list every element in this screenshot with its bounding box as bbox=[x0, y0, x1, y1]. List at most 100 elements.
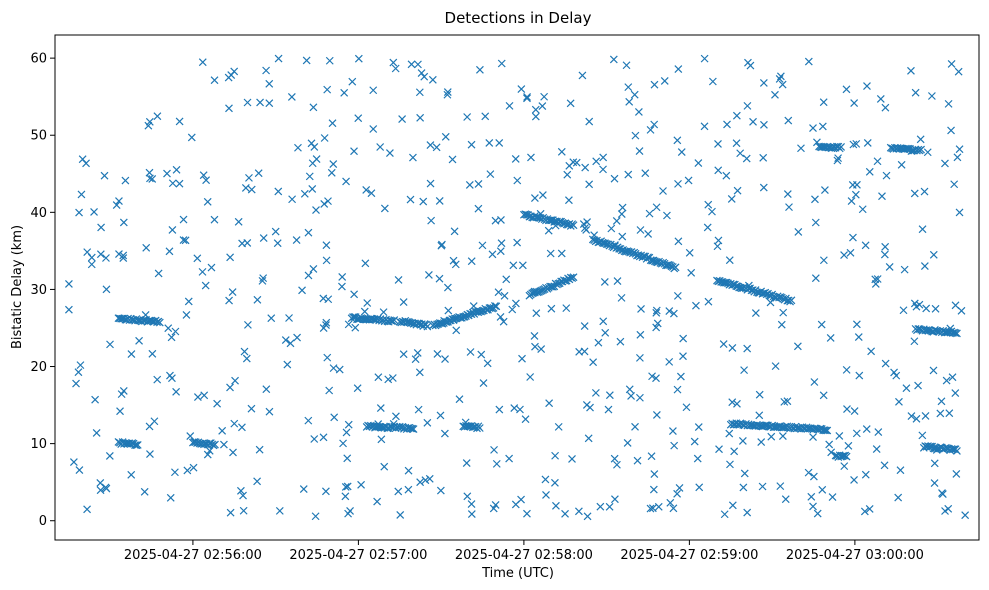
data-point bbox=[818, 485, 827, 494]
data-point bbox=[918, 225, 927, 234]
data-point bbox=[193, 393, 202, 401]
data-point bbox=[259, 274, 268, 283]
data-point bbox=[601, 328, 610, 337]
data-point bbox=[852, 429, 861, 438]
data-point bbox=[339, 439, 347, 448]
data-point bbox=[865, 167, 874, 176]
data-point bbox=[187, 133, 196, 142]
data-point bbox=[379, 308, 388, 317]
data-point bbox=[119, 218, 128, 227]
data-point bbox=[511, 155, 520, 163]
data-point bbox=[537, 345, 546, 354]
data-point bbox=[840, 462, 849, 471]
data-point bbox=[903, 144, 912, 153]
data-point bbox=[226, 508, 235, 517]
data-point bbox=[953, 153, 962, 162]
data-point bbox=[881, 359, 890, 368]
data-point bbox=[584, 434, 593, 443]
data-point bbox=[367, 189, 376, 198]
data-point bbox=[823, 426, 832, 435]
data-point bbox=[610, 174, 619, 183]
data-point bbox=[541, 475, 550, 484]
data-point bbox=[704, 200, 713, 209]
data-point bbox=[804, 57, 813, 66]
data-point bbox=[738, 437, 747, 445]
data-point bbox=[441, 132, 450, 141]
data-point bbox=[616, 337, 625, 346]
data-point bbox=[516, 405, 524, 414]
data-point bbox=[262, 385, 271, 394]
data-point bbox=[321, 487, 330, 496]
data-point bbox=[502, 275, 511, 284]
data-point bbox=[609, 55, 618, 64]
data-point bbox=[243, 98, 252, 107]
data-point bbox=[677, 148, 686, 156]
data-point bbox=[69, 458, 78, 467]
data-point bbox=[267, 314, 276, 323]
data-point bbox=[265, 99, 274, 108]
data-point bbox=[236, 486, 245, 495]
data-point bbox=[809, 472, 818, 481]
data-point bbox=[348, 77, 357, 86]
data-point bbox=[557, 147, 566, 156]
data-point bbox=[414, 405, 423, 414]
data-point bbox=[329, 364, 338, 373]
data-point bbox=[646, 125, 655, 134]
data-point bbox=[142, 243, 151, 252]
data-point bbox=[199, 171, 208, 180]
data-point bbox=[96, 250, 105, 259]
data-point bbox=[569, 221, 578, 230]
data-point bbox=[652, 203, 661, 212]
data-point bbox=[873, 157, 882, 166]
data-point bbox=[733, 186, 742, 195]
data-point bbox=[663, 211, 671, 220]
data-point bbox=[947, 60, 956, 68]
data-point bbox=[923, 148, 932, 157]
data-point bbox=[496, 312, 505, 321]
data-point bbox=[771, 90, 779, 99]
data-point bbox=[585, 117, 594, 126]
data-point bbox=[551, 451, 560, 460]
data-point bbox=[833, 156, 842, 165]
data-point bbox=[183, 466, 192, 475]
data-point bbox=[416, 113, 425, 122]
y-tick-label: 60 bbox=[30, 52, 47, 67]
data-point bbox=[607, 224, 616, 233]
data-point bbox=[930, 479, 939, 488]
data-point bbox=[797, 144, 805, 153]
data-point bbox=[377, 435, 386, 444]
data-point bbox=[635, 147, 644, 155]
data-point bbox=[850, 476, 858, 484]
data-point bbox=[409, 425, 418, 434]
data-point bbox=[307, 139, 316, 148]
data-point bbox=[892, 371, 901, 380]
data-point bbox=[853, 180, 861, 189]
data-point bbox=[112, 201, 121, 209]
data-point bbox=[623, 438, 632, 447]
data-point bbox=[552, 501, 560, 510]
data-point bbox=[855, 371, 864, 380]
data-point bbox=[467, 500, 476, 508]
data-point bbox=[133, 440, 142, 449]
data-point bbox=[736, 149, 745, 158]
data-point bbox=[633, 456, 642, 465]
data-point bbox=[287, 93, 296, 101]
data-point bbox=[205, 446, 214, 455]
data-point bbox=[505, 101, 514, 110]
data-point bbox=[435, 274, 444, 283]
data-point bbox=[920, 187, 929, 196]
data-point bbox=[605, 502, 614, 511]
data-point bbox=[896, 466, 905, 475]
data-point bbox=[809, 502, 817, 511]
data-point bbox=[714, 166, 723, 175]
data-point bbox=[283, 360, 292, 369]
data-point bbox=[363, 299, 372, 307]
data-point bbox=[253, 295, 262, 304]
data-point bbox=[666, 498, 675, 507]
data-point bbox=[488, 250, 497, 259]
data-point bbox=[641, 169, 650, 178]
data-point bbox=[922, 304, 931, 313]
data-point bbox=[842, 85, 851, 94]
data-point bbox=[518, 261, 527, 270]
data-point bbox=[416, 478, 425, 487]
